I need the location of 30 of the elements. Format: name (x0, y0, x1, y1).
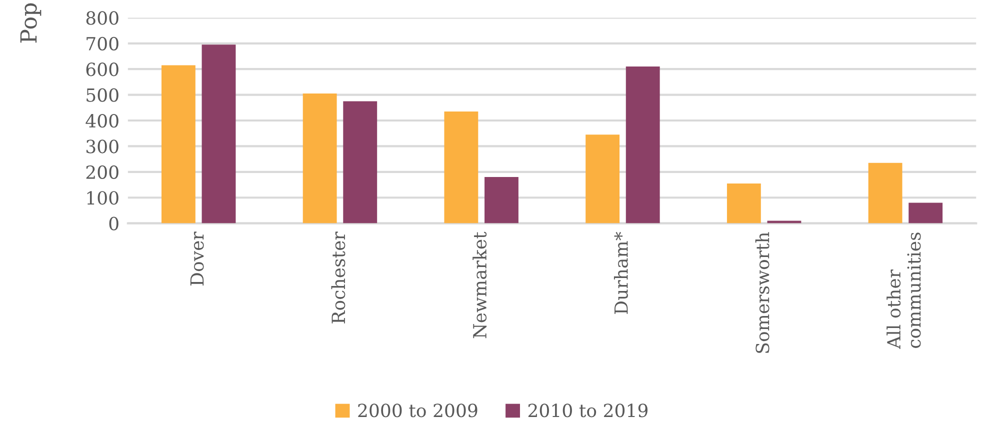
bar (484, 177, 518, 224)
y-tick-label: 0 (109, 216, 118, 230)
x-tick-label: All other communities (886, 232, 921, 349)
x-tick-label: Somersworth (755, 232, 770, 353)
bar (586, 134, 620, 224)
bar (868, 162, 902, 224)
y-tick-label: 600 (86, 62, 118, 76)
y-tick-label: 500 (86, 88, 118, 102)
y-axis-title: Pop (20, 3, 42, 43)
y-tick-label: 400 (86, 114, 118, 128)
y-tick-label: 800 (86, 11, 118, 25)
bar (161, 65, 196, 224)
legend-label: 2000 to 2009 (358, 404, 478, 418)
bar (726, 183, 761, 224)
x-tick-label: Dover (190, 232, 204, 286)
bar (626, 66, 660, 224)
y-tick-label: 300 (86, 140, 118, 154)
bar (202, 44, 236, 224)
x-tick-label: Rochester (331, 232, 346, 324)
bar (767, 220, 802, 224)
x-tick-label: Durham* (614, 232, 628, 314)
y-tick-label: 200 (86, 165, 118, 180)
legend-label: 2010 to 2019 (528, 404, 648, 418)
bar (444, 112, 478, 224)
y-tick-label: 100 (87, 191, 118, 205)
bar (343, 101, 378, 224)
y-tick-label: 700 (86, 36, 118, 51)
x-tick-label: Newmarket (472, 232, 487, 338)
bar (302, 94, 337, 224)
bar (908, 202, 943, 224)
